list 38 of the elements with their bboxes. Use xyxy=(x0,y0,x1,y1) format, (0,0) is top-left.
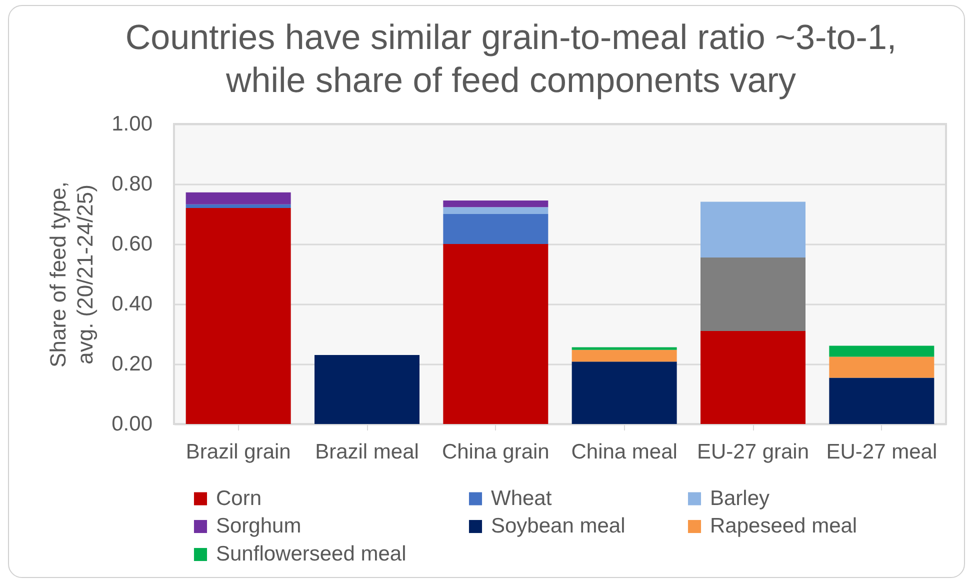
legend-label: Soybean meal xyxy=(491,514,626,538)
bar xyxy=(700,331,806,424)
x-tick-label: China grain xyxy=(442,440,550,464)
bar xyxy=(572,350,677,362)
bar xyxy=(572,362,677,424)
bar xyxy=(443,207,548,214)
legend-label: Barley xyxy=(710,486,770,510)
legend-label: Rapeseed meal xyxy=(710,514,858,538)
bar xyxy=(829,378,934,424)
bar xyxy=(186,208,291,424)
legend-label: Sunflowerseed meal xyxy=(216,542,406,566)
bar xyxy=(443,214,548,244)
bar xyxy=(829,356,934,378)
bar xyxy=(314,355,420,424)
bar xyxy=(829,346,934,357)
y-tick-label: 0.00 xyxy=(112,412,152,436)
x-tick-label: Brazil meal xyxy=(315,440,419,464)
chart-title: Countries have similar grain-to-meal ratio ~3-to-1, while share of feed components vary xyxy=(125,18,897,100)
bar xyxy=(700,258,806,331)
y-tick-label: 1.00 xyxy=(112,112,152,136)
x-tick-label: EU-27 meal xyxy=(826,440,938,464)
x-tick-label: Brazil grain xyxy=(186,440,291,464)
x-tick-label: China meal xyxy=(571,440,678,464)
y-axis-title: Share of feed type, avg. (20/21-24/25) xyxy=(46,182,98,368)
legend-label: Wheat xyxy=(491,486,552,510)
bar xyxy=(443,200,548,208)
y-tick-label: 0.80 xyxy=(112,172,152,196)
bar xyxy=(443,244,548,424)
bar xyxy=(186,192,291,204)
bar xyxy=(700,202,806,258)
legend-label: Corn xyxy=(216,486,262,510)
y-tick-label: 0.20 xyxy=(112,352,152,376)
bar xyxy=(186,204,291,208)
x-tick-label: EU-27 grain xyxy=(696,440,810,464)
bar xyxy=(572,347,677,350)
y-tick-label: 0.60 xyxy=(112,232,152,256)
y-tick-label: 0.40 xyxy=(112,292,152,316)
legend-label: Sorghum xyxy=(216,514,302,538)
